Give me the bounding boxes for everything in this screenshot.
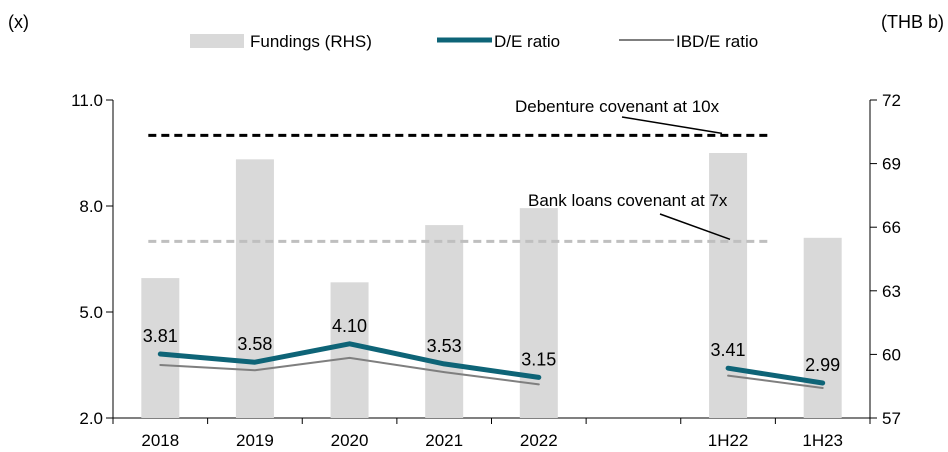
fundings-bars <box>141 153 842 419</box>
de-data-label: 2.99 <box>805 355 840 375</box>
fundings-bar <box>425 225 464 418</box>
right-tick-label: 60 <box>882 345 901 364</box>
de-line <box>157 341 542 380</box>
de-data-label: 3.15 <box>521 349 556 369</box>
x-axis-labels: 2018 2019 2020 2021 2022 1H22 1H23 <box>141 431 843 450</box>
x-tick-label: 1H22 <box>708 431 749 450</box>
fundings-bar <box>330 282 369 418</box>
de-line <box>725 365 826 386</box>
de-data-label: 3.81 <box>143 326 178 346</box>
fundings-bar <box>519 208 558 418</box>
data-labels: 3.81 3.58 4.10 3.53 3.15 3.41 2.99 <box>143 316 840 375</box>
right-axis-unit: (THB b) <box>881 12 944 32</box>
x-tick-label: 2020 <box>331 431 369 450</box>
reference-label: Debenture covenant at 10x <box>515 97 720 116</box>
x-tick-label: 1H23 <box>802 431 843 450</box>
fundings-bar <box>141 278 180 418</box>
left-tick-label: 5.0 <box>79 303 103 322</box>
right-tick-label: 57 <box>882 409 901 428</box>
right-tick-label: 66 <box>882 218 901 237</box>
legend-label-fundings: Fundings (RHS) <box>250 32 372 51</box>
right-axis-ticks: 72 69 66 63 60 57 <box>870 91 901 428</box>
ibde-line <box>159 356 540 386</box>
fundings-bar <box>709 153 748 418</box>
x-tick-label: 2021 <box>425 431 463 450</box>
de-data-label: 3.53 <box>427 336 462 356</box>
fundings-bar <box>235 159 274 419</box>
left-axis-ticks: 11.0 8.0 5.0 2.0 <box>71 91 871 428</box>
annotation-arrow <box>659 213 731 241</box>
ibde-line <box>727 374 824 389</box>
reference-lines: Debenture covenant at 10x Bank loans cove… <box>148 97 769 243</box>
left-tick-label: 8.0 <box>79 197 103 216</box>
de-data-label: 3.58 <box>237 334 272 354</box>
reference-label: Bank loans covenant at 7x <box>528 191 728 210</box>
de-data-label: 3.41 <box>711 340 746 360</box>
right-tick-label: 63 <box>882 282 901 301</box>
legend: Fundings (RHS) D/E ratio IBD/E ratio <box>190 32 758 51</box>
legend-label-ibde: IBD/E ratio <box>676 32 758 51</box>
right-tick-label: 72 <box>882 91 901 110</box>
ratio-lines <box>157 341 826 389</box>
fundings-bar <box>803 237 842 418</box>
x-tick-label: 2018 <box>141 431 179 450</box>
x-tick-label: 2022 <box>520 431 558 450</box>
left-tick-label: 2.0 <box>79 409 103 428</box>
legend-label-de: D/E ratio <box>494 32 560 51</box>
de-data-label: 4.10 <box>332 316 367 336</box>
left-tick-label: 11.0 <box>71 91 103 110</box>
legend-swatch-fundings <box>190 34 244 48</box>
left-axis-unit: (x) <box>8 12 29 32</box>
right-tick-label: 69 <box>882 155 901 174</box>
x-tick-label: 2019 <box>236 431 274 450</box>
annotation-arrow <box>621 116 723 135</box>
